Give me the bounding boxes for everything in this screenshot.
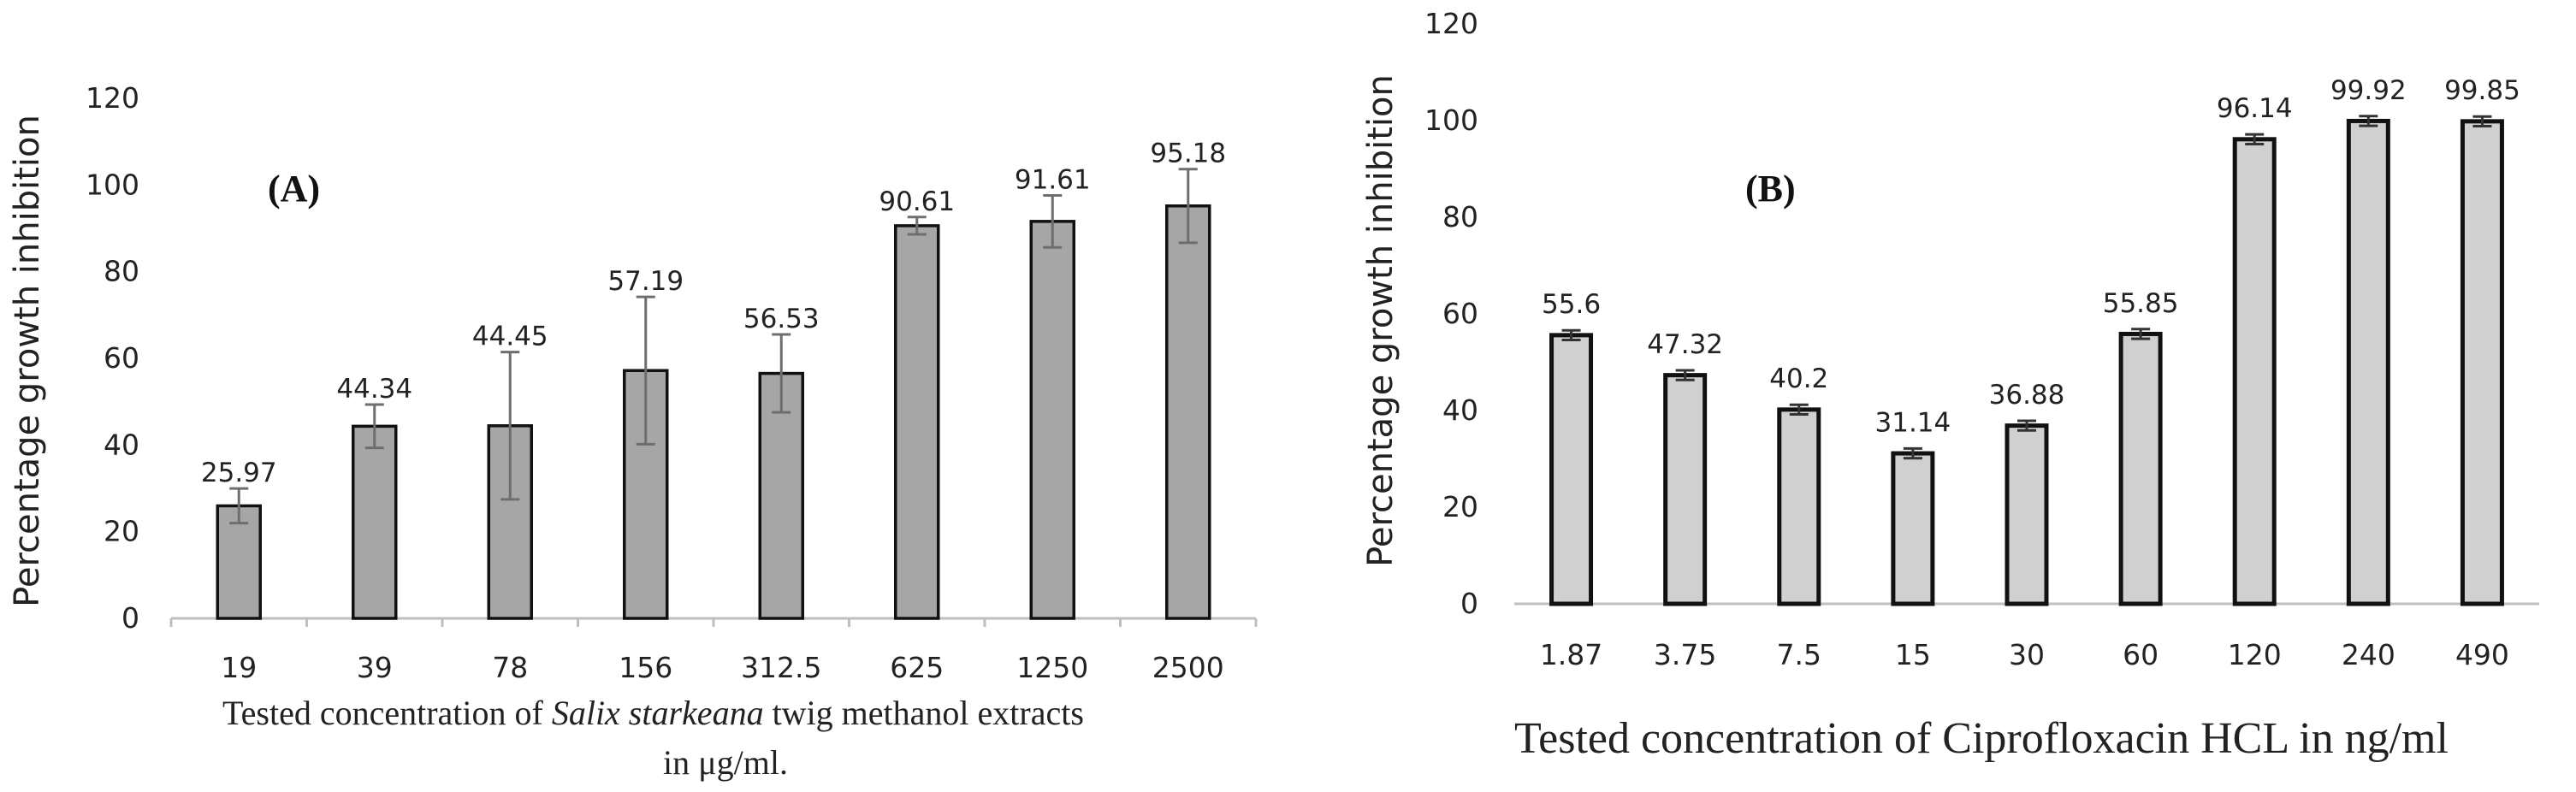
chart-b-bar	[2232, 137, 2277, 606]
chart-b-bar	[2005, 423, 2049, 606]
chart-b-category-label: 240	[2342, 638, 2395, 671]
chart-a-data-label: 91.61	[1015, 164, 1091, 195]
chart-a-data-label: 44.34	[336, 374, 412, 405]
chart-a-data-label: 44.45	[472, 322, 548, 352]
chart-b-y-tick-label: 40	[1442, 393, 1478, 427]
chart-a-bar	[352, 424, 398, 620]
chart-b-y-tick-label: 80	[1442, 200, 1478, 233]
chart-a-bar	[894, 224, 940, 620]
chart-b-bar	[2460, 119, 2504, 606]
chart-b-bar	[2346, 118, 2390, 606]
chart-b-data-label: 55.85	[2103, 288, 2179, 319]
chart-b-category-label: 1.87	[1540, 638, 1602, 671]
chart-a-x-axis-label-line2: in μg/ml.	[663, 743, 788, 782]
chart-a-y-tick-label: 120	[86, 81, 139, 115]
chart-a-y-tick-label: 40	[104, 428, 139, 461]
chart-b-category-label: 60	[2123, 638, 2159, 671]
chart-b-bar	[1891, 451, 1935, 606]
chart-a-y-tick-label: 60	[104, 341, 139, 375]
chart-b-data-label: 99.92	[2330, 75, 2407, 106]
chart-b-data-label: 55.6	[1542, 289, 1601, 320]
chart-a-bar	[623, 369, 669, 620]
chart-b-bar	[1777, 407, 1821, 606]
chart-a-bar	[758, 371, 804, 620]
chart-a-panel-label: (A)	[268, 168, 320, 210]
chart-a-category-labels: 19 39 78 156 312.5 625 1250 2500	[221, 651, 1223, 684]
chart-a-bars	[216, 204, 1211, 620]
chart-b-category-label: 15	[1895, 638, 1931, 671]
chart-b-category-label: 3.75	[1654, 638, 1716, 671]
chart-b-y-tick-label: 20	[1442, 490, 1478, 523]
chart-a-data-label: 90.61	[879, 186, 955, 217]
chart-b-bar	[1549, 333, 1594, 606]
chart-a-y-tick-label: 100	[86, 168, 139, 201]
chart-b-data-label: 36.88	[1989, 380, 2065, 411]
chart-a-x-label-suffix: twig methanol extracts	[764, 694, 1084, 732]
chart-b-data-label: 47.32	[1647, 329, 1723, 360]
chart-b-y-tick-label: 120	[1424, 7, 1478, 40]
chart-b-value-labels: 55.6 47.32 40.2 31.14 36.88 55.85 96.14 99.92 99…	[1542, 75, 2520, 439]
chart-b-y-tick-label: 0	[1460, 587, 1478, 620]
chart-a-y-axis-label: Percentage growth inhibition	[8, 115, 47, 607]
chart-b-category-label: 120	[2228, 638, 2282, 671]
chart-a-x-ticks	[169, 618, 1258, 627]
chart-b-data-label: 40.2	[1769, 363, 1828, 394]
chart-a-category-label: 156	[619, 651, 672, 684]
chart-b-y-axis-label: Percentage growth inhibition	[1361, 74, 1401, 567]
chart-b-data-label: 96.14	[2217, 93, 2293, 124]
chart-a-value-labels: 25.97 44.34 44.45 57.19 56.53 90.61 91.61 95.18	[201, 139, 1226, 488]
chart-a-x-label-species: Salix starkeana	[552, 694, 764, 732]
chart-b-bar	[1663, 373, 1708, 606]
chart-a-y-tick-label: 80	[104, 255, 139, 288]
chart-a-y-tick-label: 20	[104, 515, 139, 548]
chart-b-bars	[1549, 118, 2504, 606]
chart-a-y-ticks: 0 20 40 60 80 100 120	[86, 81, 139, 635]
chart-a-bar	[1029, 220, 1075, 620]
chart-a-x-label-prefix: Tested concentration of	[222, 694, 552, 732]
chart-a-data-label: 56.53	[743, 304, 820, 334]
chart-a-data-label: 25.97	[201, 458, 277, 488]
chart-a-category-label: 1250	[1016, 651, 1088, 684]
chart-b-data-label: 31.14	[1875, 407, 1951, 438]
chart-a-category-label: 19	[221, 651, 257, 684]
chart-b-x-axis-label: Tested concentration of Ciprofloxacin HC…	[1514, 714, 2449, 763]
chart-a-data-label: 57.19	[607, 266, 684, 297]
chart-a-category-label: 2500	[1152, 651, 1224, 684]
chart-b-y-tick-label: 60	[1442, 297, 1478, 330]
chart-b-panel-label: (B)	[1745, 168, 1796, 210]
chart-b-data-label: 99.85	[2444, 75, 2520, 106]
chart-a-error-bars	[229, 168, 1198, 525]
chart-a-category-label: 78	[492, 651, 528, 684]
chart-b-y-ticks: 0 20 40 60 80 100 120	[1424, 7, 1478, 620]
chart-a-category-label: 39	[357, 651, 393, 684]
chart-b-category-label: 7.5	[1777, 638, 1821, 671]
chart-b-category-label: 30	[2009, 638, 2045, 671]
chart-b-category-labels: 1.87 3.75 7.5 15 30 60 120 240 490	[1540, 638, 2509, 671]
chart-b-error-bars	[1561, 115, 2492, 460]
chart-a-y-tick-label: 0	[121, 601, 139, 635]
chart-b-y-tick-label: 100	[1424, 103, 1478, 137]
chart-b-bar	[2118, 331, 2163, 606]
chart-a-category-label: 625	[890, 651, 944, 684]
chart-a: Percentage growth inhibition 0 20 40 60 80 10…	[8, 81, 1258, 782]
chart-b-category-label: 490	[2455, 638, 2509, 671]
chart-a-data-label: 95.18	[1150, 139, 1226, 169]
chart-b: Percentage growth inhibition 0 20 40 60 80 10…	[1361, 7, 2539, 763]
chart-a-category-label: 312.5	[741, 651, 821, 684]
chart-a-x-axis-label-line1: Tested concentration of Salix starkeana …	[222, 694, 1084, 732]
chart-a-bar	[1165, 204, 1211, 620]
